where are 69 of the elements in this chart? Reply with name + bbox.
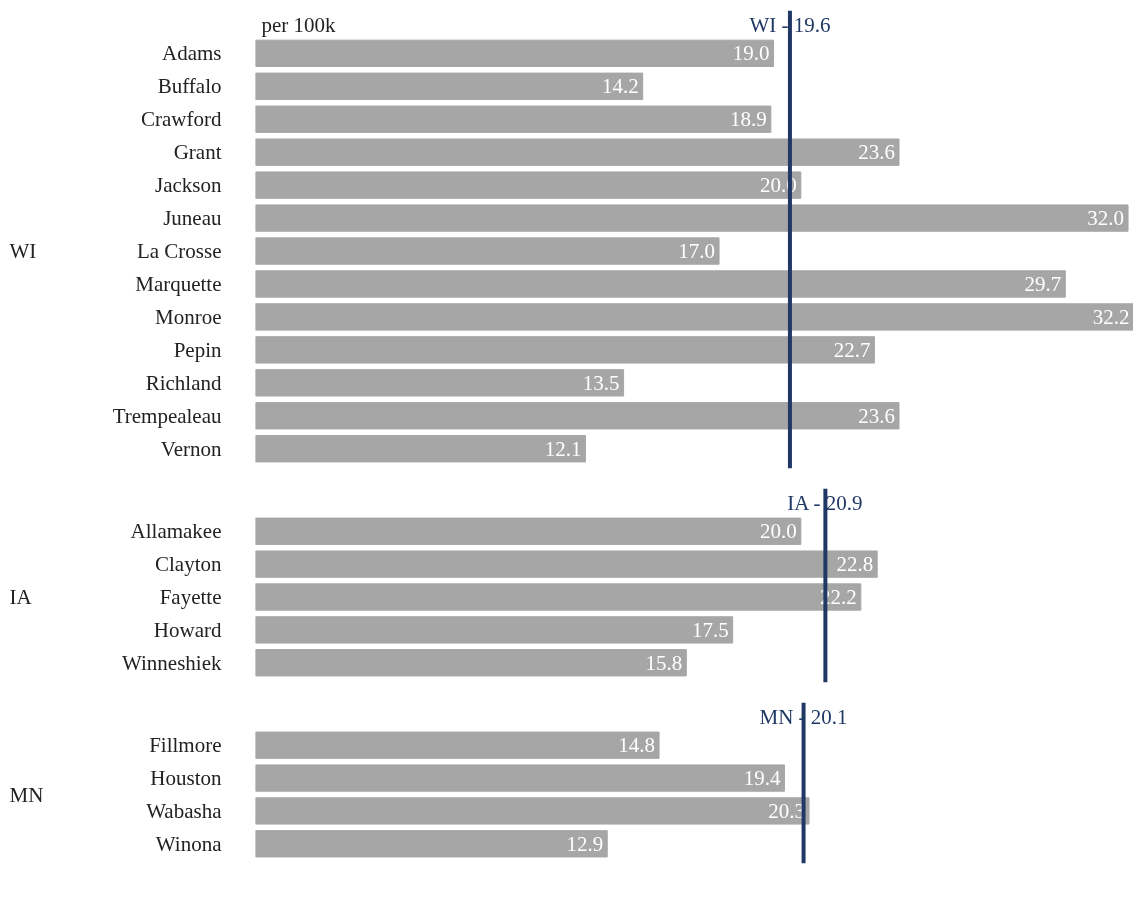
data-label: 14.2 bbox=[601, 74, 639, 99]
y-axis-title: IA bbox=[9, 585, 33, 610]
bar bbox=[255, 369, 625, 397]
ref-line-label: IA - 20.9 bbox=[787, 490, 863, 515]
bar bbox=[255, 204, 1129, 232]
data-label: 32.0 bbox=[1087, 206, 1125, 231]
ref-line-label: WI - 19.6 bbox=[749, 12, 831, 37]
y-tick-label: Wabasha bbox=[146, 798, 223, 823]
y-tick-label: Grant bbox=[173, 140, 222, 165]
y-tick-label: Richland bbox=[145, 370, 222, 395]
data-label: 23.6 bbox=[858, 140, 895, 165]
bar bbox=[255, 270, 1066, 298]
data-label: 17.5 bbox=[691, 617, 729, 642]
bar bbox=[255, 336, 875, 364]
bar bbox=[255, 583, 862, 611]
y-tick-label: Vernon bbox=[160, 436, 222, 461]
y-tick-label: Fayette bbox=[159, 585, 222, 610]
data-label: 20.0 bbox=[760, 519, 797, 544]
bar bbox=[255, 830, 608, 858]
bar bbox=[255, 731, 660, 759]
data-label: 13.5 bbox=[582, 370, 620, 395]
data-label: 29.7 bbox=[1024, 271, 1062, 296]
y-tick-label: Jackson bbox=[155, 173, 222, 198]
y-tick-label: Crawford bbox=[141, 107, 222, 132]
y-axis-title: WI bbox=[9, 239, 37, 264]
bar bbox=[255, 550, 878, 578]
data-label: 32.2 bbox=[1092, 304, 1130, 329]
bar bbox=[255, 616, 734, 644]
x-axis-title: per 100k bbox=[261, 12, 337, 37]
y-tick-label: La Crosse bbox=[136, 239, 222, 264]
y-tick-label: Juneau bbox=[163, 206, 222, 231]
bar bbox=[255, 72, 644, 100]
data-label: 23.6 bbox=[858, 403, 895, 428]
data-label: 12.9 bbox=[566, 831, 604, 856]
bar bbox=[255, 517, 802, 545]
bar bbox=[255, 105, 772, 133]
y-tick-label: Buffalo bbox=[157, 74, 222, 99]
y-tick-label: Fillmore bbox=[149, 733, 222, 758]
y-tick-label: Houston bbox=[150, 766, 222, 791]
y-tick-label: Howard bbox=[153, 617, 222, 642]
y-tick-label: Pepin bbox=[173, 337, 222, 362]
bar bbox=[255, 39, 775, 68]
bar bbox=[255, 171, 802, 199]
y-tick-label: Winneshiek bbox=[122, 650, 222, 675]
data-label: 19.0 bbox=[732, 41, 770, 66]
bar bbox=[255, 237, 720, 265]
bar bbox=[255, 303, 1133, 331]
bar bbox=[255, 435, 586, 463]
y-axis-title: MN bbox=[9, 782, 44, 807]
y-tick-label: Adams bbox=[162, 41, 222, 66]
bar bbox=[255, 764, 785, 792]
y-tick-label: Allamakee bbox=[130, 519, 222, 544]
bar bbox=[255, 649, 687, 677]
bar bbox=[255, 402, 900, 430]
y-tick-label: Clayton bbox=[155, 552, 222, 577]
data-label: 15.8 bbox=[645, 650, 683, 675]
data-label: 22.8 bbox=[836, 552, 874, 577]
data-label: 14.8 bbox=[618, 733, 656, 758]
data-label: 17.0 bbox=[678, 239, 716, 264]
y-tick-label: Monroe bbox=[155, 304, 222, 329]
data-label: 18.9 bbox=[730, 107, 767, 132]
data-label: 22.7 bbox=[833, 337, 871, 362]
data-label: 12.1 bbox=[544, 436, 582, 461]
y-tick-label: Winona bbox=[155, 831, 223, 856]
bar bbox=[255, 797, 810, 825]
bar bbox=[255, 138, 900, 166]
data-label: 19.4 bbox=[743, 766, 781, 791]
y-tick-label: Marquette bbox=[135, 271, 222, 296]
y-tick-label: Trempealeau bbox=[112, 403, 222, 428]
